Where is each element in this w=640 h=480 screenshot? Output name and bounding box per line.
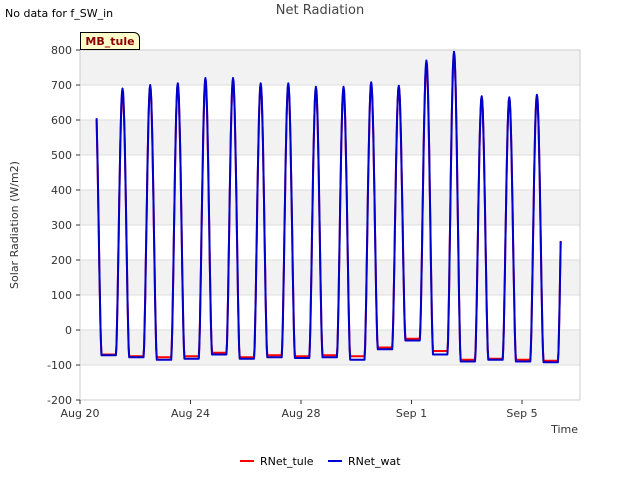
background-bands bbox=[80, 50, 580, 365]
x-axis-ticks: Aug 20 Aug 24 Aug 28 Sep 1 Sep 5 bbox=[61, 400, 538, 420]
x-tick-label: Aug 24 bbox=[171, 407, 210, 420]
series-line-rnet-wat bbox=[95, 50, 562, 364]
y-tick-label: 600 bbox=[51, 114, 72, 127]
y-axis-title: Solar Radiation (W/m2) bbox=[8, 161, 21, 289]
legend: RNet_tule RNet_wat bbox=[240, 455, 401, 468]
series-layer bbox=[95, 50, 562, 364]
y-tick-label: 0 bbox=[65, 324, 72, 337]
x-tick-label: Aug 20 bbox=[61, 407, 100, 420]
legend-label: RNet_tule bbox=[260, 455, 314, 468]
site-badge: MB_tule bbox=[80, 32, 140, 50]
band bbox=[80, 190, 580, 225]
y-tick-label: -200 bbox=[47, 394, 72, 407]
legend-label: RNet_wat bbox=[348, 455, 401, 468]
x-tick-label: Aug 28 bbox=[282, 407, 321, 420]
y-tick-label: 100 bbox=[51, 289, 72, 302]
y-tick-label: 200 bbox=[51, 254, 72, 267]
x-tick-label: Sep 1 bbox=[396, 407, 427, 420]
y-tick-label: 800 bbox=[51, 44, 72, 57]
no-data-message: No data for f_SW_in bbox=[5, 7, 114, 20]
y-tick-label: 700 bbox=[51, 79, 72, 92]
band bbox=[80, 120, 580, 155]
chart-title: Net Radiation bbox=[275, 3, 365, 18]
y-axis-ticks: -200 -100 0 100 200 300 400 500 600 700 800 bbox=[47, 44, 80, 407]
y-tick-label: -100 bbox=[47, 359, 72, 372]
y-tick-label: 500 bbox=[51, 149, 72, 162]
band bbox=[80, 260, 580, 295]
y-tick-label: 300 bbox=[51, 219, 72, 232]
x-tick-label: Sep 5 bbox=[506, 407, 537, 420]
y-tick-label: 400 bbox=[51, 184, 72, 197]
band bbox=[80, 50, 580, 85]
x-axis-title: Time bbox=[550, 423, 578, 436]
